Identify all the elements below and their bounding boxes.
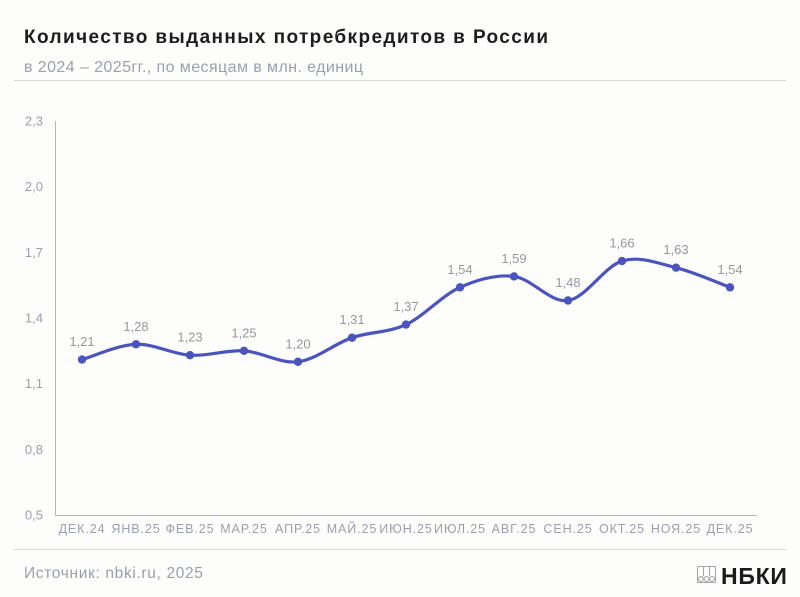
svg-text:НОЯ.25: НОЯ.25 [651,522,701,536]
svg-text:1,54: 1,54 [717,262,742,277]
svg-text:1,54: 1,54 [447,262,472,277]
svg-text:2,3: 2,3 [25,114,43,129]
svg-text:1,1: 1,1 [25,376,43,391]
svg-text:ДЕК.24: ДЕК.24 [59,522,106,536]
svg-text:ФЕВ.25: ФЕВ.25 [166,522,215,536]
svg-text:1,23: 1,23 [177,330,202,345]
svg-text:1,28: 1,28 [123,319,148,334]
svg-text:1,59: 1,59 [501,251,526,266]
svg-text:0,8: 0,8 [25,442,43,457]
svg-text:1,25: 1,25 [231,325,256,340]
svg-text:1,37: 1,37 [393,299,418,314]
svg-text:ИЮЛ.25: ИЮЛ.25 [434,522,486,536]
svg-text:1,7: 1,7 [25,245,43,260]
svg-text:АВГ.25: АВГ.25 [492,522,537,536]
svg-text:МАР.25: МАР.25 [220,522,268,536]
svg-text:ИЮН.25: ИЮН.25 [379,522,432,536]
svg-text:ЯНВ.25: ЯНВ.25 [111,522,160,536]
svg-text:1,63: 1,63 [663,242,688,257]
svg-text:СЕН.25: СЕН.25 [543,522,592,536]
svg-text:2,0: 2,0 [25,179,43,194]
svg-text:0,5: 0,5 [25,508,43,523]
svg-text:1,48: 1,48 [555,275,580,290]
svg-text:1,21: 1,21 [69,334,94,349]
svg-text:1,31: 1,31 [339,312,364,327]
svg-text:МАЙ.25: МАЙ.25 [327,521,378,536]
svg-text:1,20: 1,20 [285,336,310,351]
svg-text:ОКТ.25: ОКТ.25 [599,522,645,536]
svg-text:1,4: 1,4 [25,311,43,326]
svg-text:1,66: 1,66 [609,236,634,251]
svg-text:АПР.25: АПР.25 [275,522,321,536]
svg-text:ДЕК.25: ДЕК.25 [707,522,754,536]
